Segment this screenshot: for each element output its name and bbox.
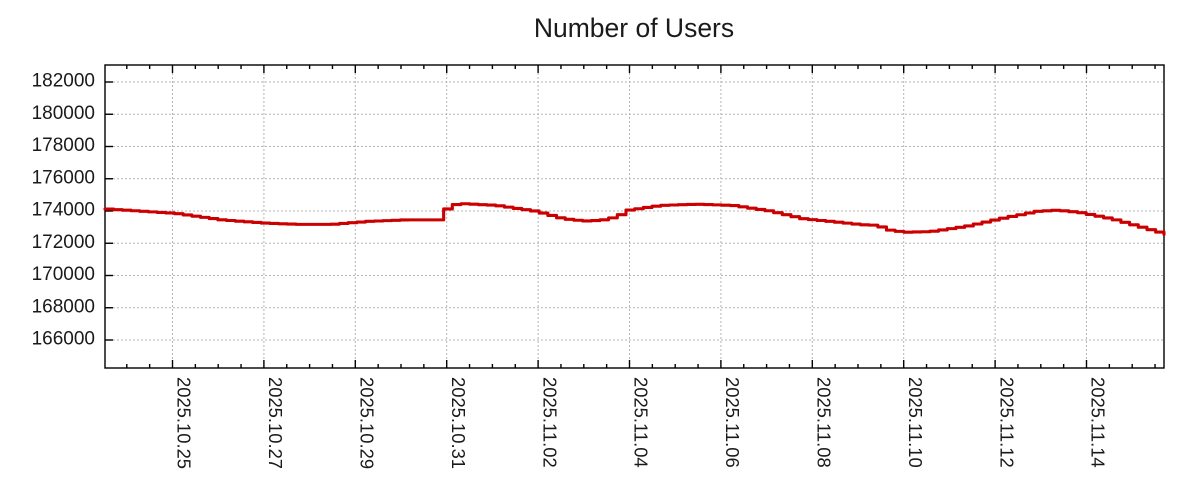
svg-text:Number of Users: Number of Users [534, 13, 734, 43]
svg-text:2025.11.02: 2025.11.02 [539, 377, 560, 468]
svg-text:2025.11.08: 2025.11.08 [814, 377, 835, 468]
svg-text:174000: 174000 [32, 200, 95, 221]
svg-text:180000: 180000 [32, 103, 95, 124]
svg-text:2025.11.06: 2025.11.06 [722, 377, 743, 468]
svg-text:2025.11.12: 2025.11.12 [996, 377, 1017, 468]
svg-text:182000: 182000 [32, 71, 95, 92]
svg-text:166000: 166000 [32, 329, 95, 350]
svg-text:2025.10.25: 2025.10.25 [174, 377, 195, 469]
svg-text:168000: 168000 [32, 296, 95, 317]
svg-text:2025.10.29: 2025.10.29 [357, 377, 378, 469]
svg-text:176000: 176000 [32, 167, 95, 188]
svg-text:172000: 172000 [32, 232, 95, 253]
svg-text:170000: 170000 [32, 264, 95, 285]
svg-text:2025.10.31: 2025.10.31 [448, 377, 469, 469]
svg-text:2025.11.10: 2025.11.10 [905, 377, 926, 468]
svg-text:2025.11.14: 2025.11.14 [1088, 377, 1109, 468]
svg-text:178000: 178000 [32, 135, 95, 156]
svg-text:2025.11.04: 2025.11.04 [631, 377, 652, 468]
svg-text:2025.10.27: 2025.10.27 [265, 377, 286, 469]
